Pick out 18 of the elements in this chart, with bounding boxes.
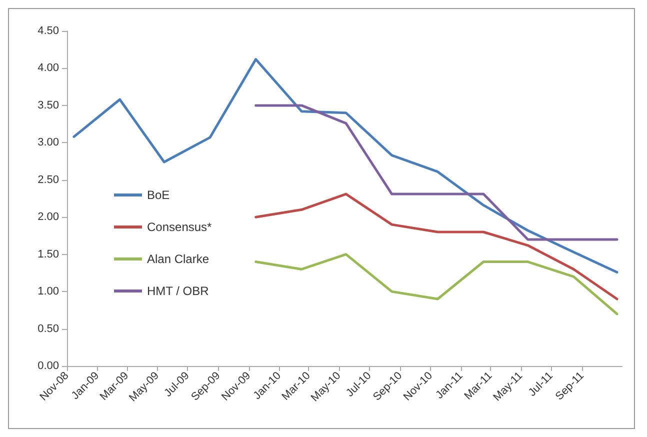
legend-label: Alan Clarke [147,252,210,266]
y-tick-label: 4.50 [38,25,59,37]
y-tick-label: 2.50 [38,174,59,186]
legend-label: BoE [147,188,170,202]
y-tick-label: 3.50 [38,99,59,112]
y-tick-label: 4.00 [38,62,59,74]
line-series [254,192,618,300]
y-tick-label: 1.00 [38,286,59,298]
y-tick-label: 3.00 [38,136,59,149]
legend-label: Consensus* [147,220,212,234]
legend-label: HMT / OBR [147,284,210,298]
line-series [254,253,618,316]
line-series [254,104,618,241]
y-tick-label: 0.00 [38,360,59,372]
line-series [72,58,618,274]
y-tick-label: 0.50 [38,322,59,335]
y-tick-label: 2.00 [38,211,59,224]
y-tick-label: 1.50 [38,248,59,260]
